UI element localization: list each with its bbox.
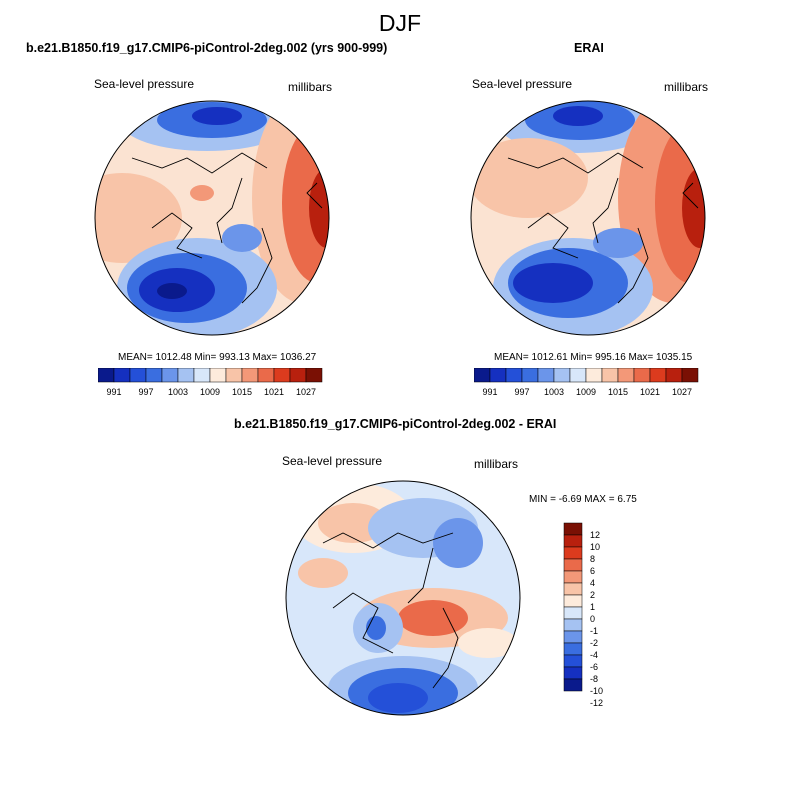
panel-1-title: b.e21.B1850.f19_g17.CMIP6-piControl-2deg… [26,41,388,55]
colorbar-swatch [521,368,539,383]
colorbar-swatch [113,368,131,383]
panel-3-polar-map [285,480,521,716]
colorbar-swatch [505,368,523,383]
colorbar-label: 8 [590,554,595,564]
colorbar-label: 1009 [576,387,596,397]
panel-3-stats: MIN = -6.69 MAX = 6.75 [529,494,637,505]
colorbar-swatch [681,368,699,383]
colorbar-swatch [305,368,323,383]
colorbar-label: 12 [590,530,600,540]
colorbar-label: 4 [590,578,595,588]
panel-3-variable: Sea-level pressure [282,454,383,468]
colorbar-swatch [563,570,583,584]
colorbar-swatch [563,618,583,632]
colorbar-swatch [563,642,583,656]
colorbar-label: -10 [590,686,603,696]
season-title: DJF [378,10,422,36]
colorbar-swatch [289,368,307,383]
colorbar-label: 1003 [168,387,188,397]
colorbar-swatch [537,368,555,383]
colorbar-label: -6 [590,662,598,672]
colorbar-swatch [585,368,603,383]
panel-1-colorbar: 991997100310091015102110271033 [98,368,323,397]
colorbar-swatch [563,594,583,608]
colorbar-swatch [569,368,587,383]
colorbar-label: 1021 [640,387,660,397]
colorbar-swatch [563,582,583,596]
colorbar-swatch [633,368,651,383]
colorbar-swatch [241,368,259,383]
colorbar-swatch [225,368,243,383]
panel-2-title: ERAI [574,41,604,55]
colorbar-label: -4 [590,650,598,660]
colorbar-label: 1003 [544,387,564,397]
panel-2-units: millibars [664,80,709,94]
colorbar-swatch [474,368,491,383]
colorbar-swatch [161,368,179,383]
colorbar-swatch [649,368,667,383]
colorbar-label: 991 [106,387,121,397]
colorbar-label: 1015 [232,387,252,397]
colorbar-swatch [129,368,147,383]
colorbar-label: -8 [590,674,598,684]
panel-3-title: b.e21.B1850.f19_g17.CMIP6-piControl-2deg… [234,417,557,431]
colorbar-label: 997 [514,387,529,397]
panel-1-polar-map [94,100,330,336]
panel-1-variable: Sea-level pressure [94,77,195,91]
colorbar-label: 1015 [608,387,628,397]
colorbar-label: 1 [590,602,595,612]
panel-3-units: millibars [474,457,519,471]
colorbar-swatch [145,368,163,383]
colorbar-swatch [563,558,583,572]
colorbar-swatch [273,368,291,383]
panel-2-variable: Sea-level pressure [472,77,573,91]
colorbar-swatch [489,368,507,383]
colorbar-label: 0 [590,614,595,624]
colorbar-label: 1021 [264,387,284,397]
colorbar-swatch [563,678,583,692]
colorbar-label: -1 [590,626,598,636]
colorbar-label: 10 [590,542,600,552]
colorbar-label: 997 [138,387,153,397]
colorbar-label: -12 [590,698,603,708]
colorbar-swatch [563,666,583,680]
colorbar-swatch [601,368,619,383]
colorbar-swatch [193,368,211,383]
colorbar-label: 1027 [672,387,692,397]
colorbar-label: 2 [590,590,595,600]
panel-1-stats: MEAN= 1012.48 Min= 993.13 Max= 1036.27 [118,352,317,363]
colorbar-swatch [617,368,635,383]
colorbar-label: -2 [590,638,598,648]
colorbar-swatch [563,522,583,536]
panel-2-polar-map [470,100,706,336]
colorbar-swatch [563,630,583,644]
colorbar-label: 1027 [296,387,316,397]
colorbar-swatch [665,368,683,383]
colorbar-swatch [563,606,583,620]
colorbar-swatch [257,368,275,383]
colorbar-swatch [209,368,227,383]
colorbar-swatch [177,368,195,383]
colorbar-swatch [98,368,115,383]
colorbar-label: 1009 [200,387,220,397]
panel-2-stats: MEAN= 1012.61 Min= 995.16 Max= 1035.15 [494,352,693,363]
colorbar-swatch [563,534,583,548]
colorbar-label: 6 [590,566,595,576]
colorbar-swatch [563,546,583,560]
colorbar-label: 991 [482,387,497,397]
panel-2-colorbar: 991997100310091015102110271033 [474,368,699,397]
colorbar-swatch [563,654,583,668]
colorbar-swatch [553,368,571,383]
panel-1-units: millibars [288,80,333,94]
